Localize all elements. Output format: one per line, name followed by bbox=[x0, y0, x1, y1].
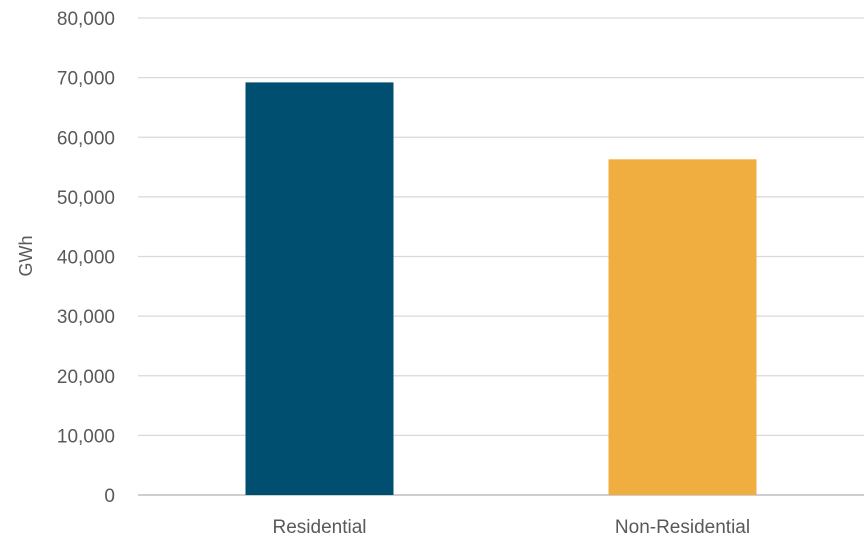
x-axis-category-labels: Residential Non-Residential bbox=[273, 517, 751, 538]
y-tick-label: 0 bbox=[104, 486, 115, 507]
y-tick-label: 20,000 bbox=[57, 367, 115, 388]
y-tick-label: 70,000 bbox=[57, 69, 115, 90]
y-tick-label: 40,000 bbox=[57, 248, 115, 269]
x-category-label: Residential bbox=[273, 517, 367, 538]
y-tick-label: 10,000 bbox=[57, 426, 115, 447]
y-axis-title: GWh bbox=[16, 235, 36, 276]
bar-non-residential bbox=[608, 159, 757, 495]
bar-residential bbox=[245, 82, 394, 496]
bars bbox=[245, 82, 757, 496]
y-tick-label: 50,000 bbox=[57, 188, 115, 209]
y-tick-label: 30,000 bbox=[57, 307, 115, 328]
y-axis-tick-labels: 0 10,000 20,000 30,000 40,000 50,000 60,000 70,… bbox=[57, 9, 115, 507]
y-tick-label: 60,000 bbox=[57, 128, 115, 149]
y-tick-label: 80,000 bbox=[57, 9, 115, 30]
x-category-label: Non-Residential bbox=[615, 517, 750, 538]
